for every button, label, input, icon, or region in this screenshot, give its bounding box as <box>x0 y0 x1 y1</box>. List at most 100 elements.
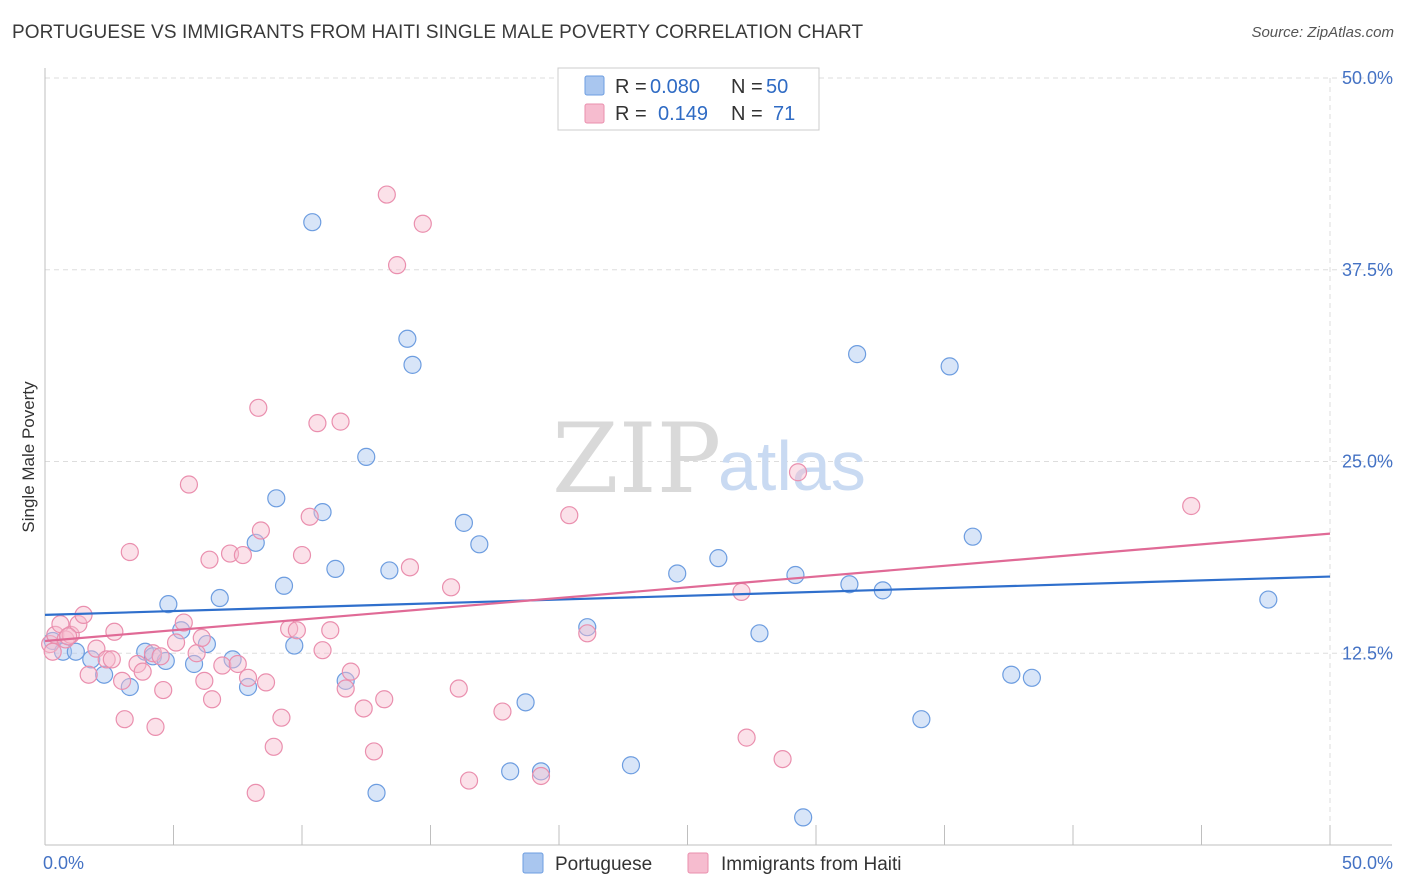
point-portuguese <box>786 565 805 585</box>
point-portuguese <box>285 636 304 655</box>
point-haiti <box>202 690 222 709</box>
y-tick-label: 12.5% <box>1342 643 1393 663</box>
point-haiti <box>560 506 579 525</box>
legend-n-value-portuguese: 50 <box>766 76 788 98</box>
point-haiti <box>400 558 420 577</box>
x-tick-label: 50.0% <box>1342 853 1393 873</box>
trend-layer <box>44 532 1331 643</box>
point-haiti <box>151 647 170 666</box>
point-haiti <box>256 673 276 692</box>
y-tick-label: 25.0% <box>1342 452 1393 472</box>
point-portuguese <box>840 575 859 594</box>
point-haiti <box>377 185 396 204</box>
top-legend: R = 0.080 N = 50 R = 0.149 N = 71 <box>557 67 820 131</box>
point-portuguese <box>336 671 355 690</box>
point-portuguese <box>621 756 641 775</box>
point-haiti <box>97 650 116 669</box>
legend-swatch-haiti <box>584 103 605 124</box>
point-haiti <box>1182 496 1201 516</box>
point-haiti <box>174 613 193 632</box>
point-haiti <box>249 398 268 417</box>
point-portuguese <box>82 650 101 669</box>
point-portuguese <box>66 642 85 661</box>
point-haiti <box>441 578 461 597</box>
point-haiti <box>192 628 211 648</box>
bottom-legend-label-portuguese: Portuguese <box>555 854 652 875</box>
point-haiti <box>272 708 291 727</box>
trend-line-portuguese <box>44 575 1331 616</box>
point-portuguese <box>750 624 769 643</box>
legend-n-value-haiti: 71 <box>773 103 795 125</box>
point-haiti <box>146 717 165 736</box>
legend-r-value-haiti: 0.149 <box>658 103 708 125</box>
legend-r-label-portuguese: R = <box>615 76 647 98</box>
point-haiti <box>238 668 258 687</box>
legend-swatch-portuguese <box>584 75 605 96</box>
point-haiti <box>292 545 312 565</box>
point-haiti <box>788 463 808 482</box>
point-haiti <box>264 737 283 756</box>
trend-line-haiti <box>44 532 1331 643</box>
bottom-legend-swatch-portuguese <box>522 852 544 874</box>
point-haiti <box>737 728 756 747</box>
point-haiti <box>233 545 252 565</box>
point-haiti <box>154 680 173 700</box>
point-haiti <box>112 671 132 690</box>
point-portuguese <box>531 762 551 781</box>
point-haiti <box>195 671 214 690</box>
point-portuguese <box>912 710 931 729</box>
point-haiti <box>179 475 199 494</box>
point-portuguese <box>668 564 687 583</box>
grid-layer <box>45 77 1392 845</box>
point-portuguese <box>159 595 178 614</box>
point-haiti <box>69 615 88 634</box>
legend-r-label-haiti: R = <box>615 103 647 125</box>
ticks-layer: 12.5% 25.0% 37.5% 50.0% 0.0% 50.0% <box>43 68 1393 873</box>
point-portuguese <box>794 808 813 827</box>
point-portuguese <box>210 588 229 608</box>
point-portuguese <box>274 576 294 595</box>
point-haiti <box>459 771 479 790</box>
point-haiti <box>287 621 306 640</box>
point-portuguese <box>454 513 474 532</box>
point-haiti <box>375 690 394 709</box>
bottom-legend: Portuguese Immigrants from Haiti <box>522 852 902 875</box>
point-portuguese <box>398 329 417 348</box>
point-portuguese <box>267 489 286 508</box>
point-portuguese <box>326 559 345 578</box>
point-haiti <box>364 742 384 761</box>
point-portuguese <box>963 527 982 546</box>
point-haiti <box>166 633 186 652</box>
point-portuguese <box>1002 665 1021 684</box>
point-haiti <box>115 710 134 729</box>
point-portuguese <box>501 762 520 781</box>
point-haiti <box>187 644 206 663</box>
point-haiti <box>43 642 62 661</box>
point-haiti <box>493 702 512 721</box>
point-haiti <box>120 542 139 562</box>
point-haiti <box>105 622 124 641</box>
chart-title: PORTUGUESE VS IMMIGRANTS FROM HAITI SING… <box>12 22 864 43</box>
point-portuguese <box>516 693 535 712</box>
point-portuguese <box>184 654 204 674</box>
point-haiti <box>321 621 340 640</box>
point-portuguese <box>403 355 422 374</box>
point-portuguese <box>709 549 728 568</box>
point-portuguese <box>95 665 114 684</box>
point-haiti <box>449 679 468 698</box>
point-haiti <box>336 679 355 698</box>
point-haiti <box>300 507 319 526</box>
y-tick-label: 37.5% <box>1342 260 1393 280</box>
point-haiti <box>354 699 373 718</box>
point-portuguese <box>1022 668 1041 687</box>
watermark: ZIP atlas <box>552 403 866 515</box>
legend-n-label-portuguese: N = <box>731 76 763 98</box>
point-haiti <box>79 665 98 684</box>
point-portuguese <box>367 783 386 802</box>
point-portuguese <box>238 677 258 697</box>
point-haiti <box>200 550 219 569</box>
point-portuguese <box>578 618 597 637</box>
point-haiti <box>102 650 121 669</box>
point-haiti <box>213 656 232 675</box>
